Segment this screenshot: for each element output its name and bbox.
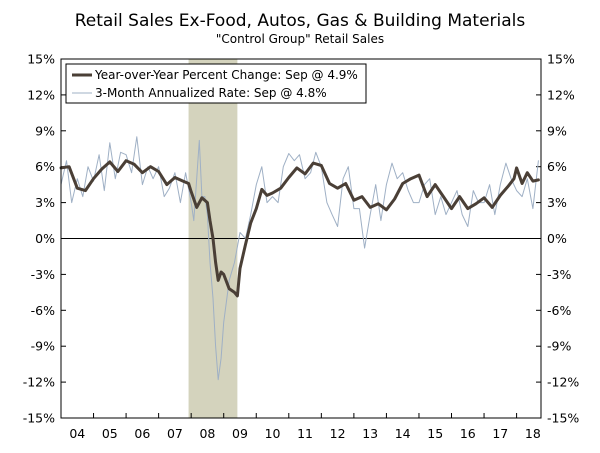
y-tick-label-left: 6% [35, 159, 55, 174]
y-tick-label-left: -9% [31, 339, 55, 354]
y-tick-label-right: 9% [547, 123, 567, 138]
y-tick-label-left: -12% [23, 375, 55, 390]
x-tick-label: 04 [69, 426, 85, 441]
x-tick-label: 15 [427, 426, 443, 441]
x-tick-label: 09 [232, 426, 248, 441]
y-tick-label-right: 15% [547, 52, 575, 67]
chart-title: Retail Sales Ex-Food, Autos, Gas & Build… [75, 11, 526, 31]
y-tick-label-right: -9% [547, 339, 571, 354]
series-layer [59, 136, 540, 381]
y-tick-label-right: -15% [547, 411, 579, 426]
x-tick-label: 07 [167, 426, 183, 441]
y-tick-label-left: -3% [31, 267, 55, 282]
x-tick-label: 14 [395, 426, 411, 441]
y-axis-right: 15% 12% 9% 6% 3% 0% -3% -6% -9% -12% -15% [536, 52, 579, 426]
y-tick-label-right: -3% [547, 267, 571, 282]
series-line-3m [60, 136, 539, 381]
y-axis-left: 15% 12% 9% 6% 3% 0% -3% -6% -9% -12% -15% [23, 52, 66, 426]
chart-subtitle: "Control Group" Retail Sales [216, 32, 384, 46]
legend-label-yoy: Year-over-Year Percent Change: Sep @ 4.9… [94, 68, 358, 82]
x-tick-label: 16 [460, 426, 476, 441]
x-tick-label: 10 [265, 426, 281, 441]
x-tick-label: 18 [525, 426, 541, 441]
y-tick-label-left: 0% [35, 231, 55, 246]
y-tick-label-left: 12% [27, 87, 55, 102]
x-tick-label: 17 [492, 426, 508, 441]
x-tick-label: 06 [134, 426, 150, 441]
x-axis: 04 05 06 07 08 09 10 11 12 13 14 15 16 17 18 [60, 413, 541, 441]
x-tick-label: 05 [102, 426, 118, 441]
legend: Year-over-Year Percent Change: Sep @ 4.9… [65, 63, 367, 104]
y-tick-label-right: 0% [547, 231, 567, 246]
y-tick-label-right: -12% [547, 375, 579, 390]
x-tick-label: 12 [330, 426, 346, 441]
y-tick-label-left: -6% [31, 303, 55, 318]
x-tick-label: 11 [297, 426, 313, 441]
y-tick-label-left: 3% [35, 195, 55, 210]
plot-frame [60, 58, 542, 419]
y-tick-label-left: 9% [35, 123, 55, 138]
y-tick-label-left: 15% [27, 52, 55, 67]
x-tick-label: 08 [199, 426, 215, 441]
y-tick-label-right: -6% [547, 303, 571, 318]
legend-box [65, 63, 367, 104]
x-tick-label: 13 [362, 426, 378, 441]
legend-label-3m: 3-Month Annualized Rate: Sep @ 4.8% [95, 86, 327, 100]
y-tick-label-right: 6% [547, 159, 567, 174]
y-tick-label-right: 12% [547, 87, 575, 102]
series-line-yoy [59, 159, 540, 298]
y-tick-label-left: -15% [23, 411, 55, 426]
y-tick-label-right: 3% [547, 195, 567, 210]
